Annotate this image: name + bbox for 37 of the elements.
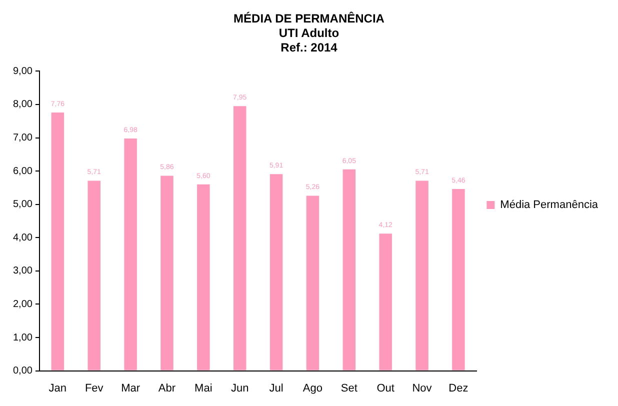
x-tick-label: Jan	[48, 382, 67, 394]
x-tick-label: Dez	[448, 382, 468, 394]
y-tick-label: 5,00	[12, 199, 33, 210]
bar	[416, 180, 428, 370]
x-tick-label: Fev	[84, 382, 104, 394]
x-tick-label: Abr	[158, 382, 176, 394]
x-tick-label: Jul	[269, 382, 284, 394]
x-tick-label: Set	[340, 382, 358, 394]
bar	[379, 234, 392, 370]
bar	[88, 180, 100, 370]
bar	[51, 112, 64, 370]
y-tick-label: 2,00	[12, 298, 33, 310]
chart-title: MÉDIA DE PERMANÊNCIA	[234, 12, 385, 26]
chart-subtitle: UTI Adulto Ref.: 2014	[278, 26, 340, 54]
bar	[270, 174, 283, 370]
bar	[342, 169, 356, 370]
y-tick-label: 6,00	[12, 166, 33, 177]
bar	[124, 138, 137, 370]
x-tick-label: Mai	[194, 382, 212, 394]
bar	[233, 106, 246, 370]
x-tick-label: Out	[376, 382, 394, 394]
y-tick-label: 3,00	[12, 266, 33, 277]
y-tick-label: 0,00	[12, 366, 33, 377]
y-tick-label: 7,00	[12, 132, 33, 144]
y-tick-label: 1,00	[12, 332, 33, 344]
x-tick-label: Ago	[302, 382, 323, 394]
x-tick-label: Mar	[121, 382, 140, 394]
y-tick-label: 8,00	[12, 99, 33, 110]
bar	[197, 184, 210, 370]
y-tick-label: 9,00	[12, 66, 33, 77]
bar	[160, 176, 174, 370]
y-tick-label: 4,00	[12, 232, 33, 244]
x-tick-label: Nov	[412, 382, 432, 394]
bar	[452, 189, 465, 370]
x-tick-label: Jun	[230, 382, 249, 394]
bar	[306, 196, 320, 370]
legend-label: Média Permanência	[500, 199, 599, 212]
